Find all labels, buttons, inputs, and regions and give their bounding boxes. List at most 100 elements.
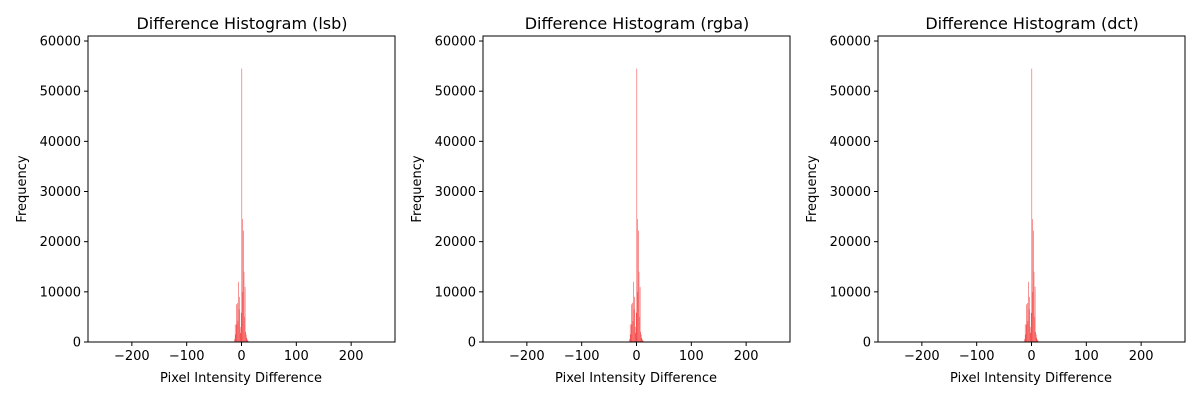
panel-rgba: Difference Histogram (rgba) −200 −100 0 100… (410, 14, 791, 386)
histogram-bar (631, 324, 633, 342)
x-tick-label: −200 (904, 349, 940, 364)
histogram-bar (636, 68, 638, 343)
histogram-bar (245, 334, 247, 342)
x-axis-label: Pixel Intensity Difference (950, 371, 1112, 386)
histogram-bar (640, 331, 641, 342)
histogram-bar (244, 316, 245, 342)
histogram-bar (237, 302, 238, 342)
histogram-bar (239, 296, 240, 342)
histogram-bar (243, 271, 245, 342)
histogram-bar (240, 332, 241, 342)
y-tick-label: 50000 (830, 85, 871, 100)
x-tick-label: 0 (237, 349, 245, 364)
histogram-bar (633, 309, 635, 342)
x-axis-label: Pixel Intensity Difference (160, 371, 322, 386)
y-tick-label: 60000 (435, 35, 476, 50)
x-tick-label: 100 (1074, 349, 1099, 364)
histogram-bar (631, 304, 632, 342)
y-tick-label: 60000 (830, 35, 871, 50)
histogram-bar (630, 334, 632, 342)
bars (1024, 68, 1039, 343)
histogram-bar (1028, 281, 1029, 342)
histogram-bar (236, 324, 238, 342)
histogram-bar (1025, 334, 1027, 342)
histogram-bar (629, 338, 630, 342)
histogram-bar (1036, 339, 1038, 342)
y-tick-label: 60000 (40, 35, 81, 50)
histogram-bar (1028, 309, 1030, 342)
y-tick-label: 0 (73, 336, 81, 351)
histogram-bar (1031, 68, 1033, 343)
histogram-bar (1029, 326, 1031, 342)
histogram-bar (1035, 331, 1036, 342)
chart-title: Difference Histogram (rgba) (525, 14, 750, 33)
y-tick-label: 20000 (830, 235, 871, 250)
histogram-bar (639, 316, 640, 342)
x-ticks: −200 −100 0 100 200 (904, 342, 1154, 364)
histogram-bar (247, 340, 249, 342)
histogram-bar (242, 219, 243, 342)
histogram-bar (635, 332, 636, 342)
y-tick-label: 30000 (435, 185, 476, 200)
panel-dct: Difference Histogram (dct) −200 −100 0 100 2… (805, 14, 1186, 386)
histogram-bar (246, 339, 248, 342)
histogram-bar (1024, 324, 1026, 342)
x-tick-label: 200 (339, 349, 364, 364)
histogram-bar (1033, 230, 1034, 342)
y-tick-label: 30000 (40, 185, 81, 200)
histogram-bar (639, 286, 641, 342)
histogram-bar (641, 339, 643, 342)
histogram-bar (239, 326, 241, 342)
chart-title: Difference Histogram (lsb) (136, 14, 347, 33)
histogram-bar (637, 291, 639, 342)
histogram-bar (1034, 286, 1036, 342)
histogram-bar (637, 219, 638, 342)
chart-title: Difference Histogram (dct) (925, 14, 1138, 33)
histogram-bar (1027, 320, 1029, 342)
histogram-bar (241, 68, 243, 343)
histogram-bar (234, 338, 235, 342)
histogram-bar (629, 324, 631, 342)
histogram-bar (1026, 304, 1027, 342)
x-ticks: −200 −100 0 100 200 (509, 342, 759, 364)
y-tick-label: 10000 (40, 285, 81, 300)
histogram-bar (1033, 271, 1035, 342)
y-tick-label: 40000 (40, 135, 81, 150)
histogram-bar (236, 304, 237, 342)
y-tick-label: 0 (468, 336, 476, 351)
y-tick-label: 0 (863, 336, 871, 351)
y-ticks: 0 10000 20000 30000 40000 50000 60000 (435, 35, 483, 351)
x-tick-label: −100 (169, 349, 205, 364)
y-tick-label: 10000 (435, 285, 476, 300)
histogram-bar (243, 230, 244, 342)
y-tick-label: 30000 (830, 185, 871, 200)
histogram-bar (1032, 219, 1033, 342)
histogram-bar (632, 320, 634, 342)
x-ticks: −200 −100 0 100 200 (114, 342, 364, 364)
histogram-bar (240, 312, 242, 342)
bars (234, 68, 249, 343)
x-tick-label: −100 (564, 349, 600, 364)
x-tick-label: 200 (734, 349, 759, 364)
histogram-bar (632, 302, 633, 342)
histogram-bar (238, 309, 240, 342)
x-tick-label: 100 (679, 349, 704, 364)
histogram-bar (1035, 334, 1037, 342)
y-tick-label: 20000 (40, 235, 81, 250)
x-tick-label: −100 (959, 349, 995, 364)
histogram-bar (244, 286, 246, 342)
y-axis-label: Frequency (15, 155, 30, 222)
y-tick-label: 50000 (40, 85, 81, 100)
histogram-bar (641, 337, 643, 342)
histogram-bar (640, 334, 642, 342)
y-tick-label: 40000 (830, 135, 871, 150)
x-tick-label: −200 (114, 349, 150, 364)
histogram-bar (638, 271, 640, 342)
x-axis-label: Pixel Intensity Difference (555, 371, 717, 386)
y-tick-label: 10000 (830, 285, 871, 300)
histogram-bar (638, 230, 639, 342)
histogram-bar (235, 334, 237, 342)
histogram-bar (1026, 324, 1028, 342)
histogram-bar (238, 281, 239, 342)
